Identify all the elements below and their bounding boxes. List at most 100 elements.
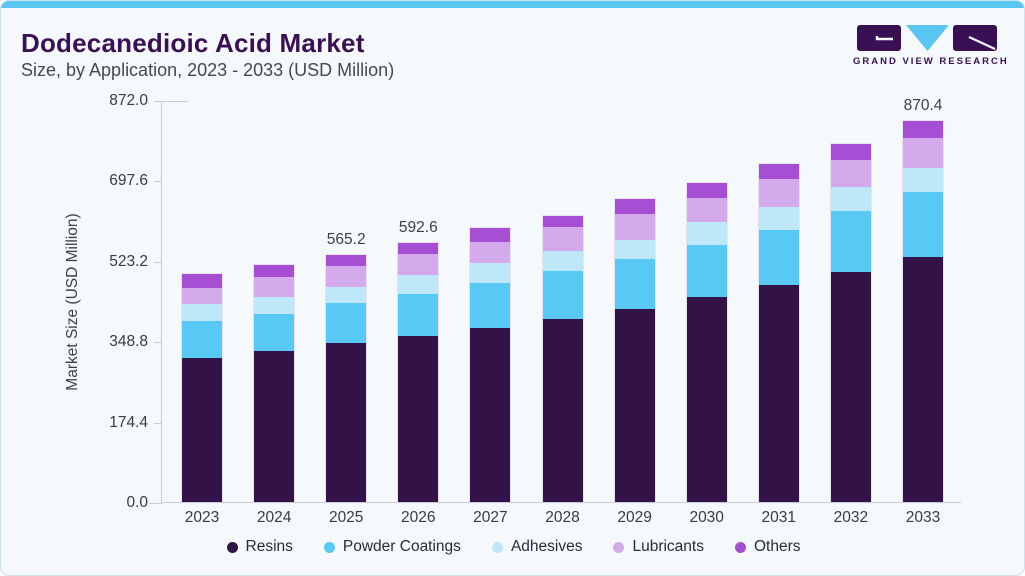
bar-segment-others xyxy=(398,242,439,254)
y-tick-label: 697.6 xyxy=(109,172,148,190)
bar-segment-lubricants xyxy=(470,242,511,263)
bar-segment-others xyxy=(758,164,799,180)
bar-segment-lubricants xyxy=(326,265,367,287)
bar-segment-lubricants xyxy=(614,213,655,241)
plot-area: 0.0 174.4 348.8 523.2 697.6 872.0 2023 2024 2025… xyxy=(109,92,961,526)
legend-dot-icon xyxy=(734,541,746,553)
grand-view-research-logo: GRAND VIEW RESEARCH xyxy=(853,25,1009,67)
x-tick-label-2024: 2024 xyxy=(256,509,292,526)
bar-segment-resins xyxy=(758,284,799,502)
page-subtitle: Size, by Application, 2023 - 2033 (USD M… xyxy=(21,60,395,80)
bar-segment-resins xyxy=(470,327,511,502)
stacked-bar-2025 xyxy=(326,254,367,502)
axis-top-cap xyxy=(162,101,188,102)
chart-legend: Resins Powder Coatings Adhesives Lubricants… xyxy=(1,538,1024,556)
bar-value-label-2033: 870.4 xyxy=(903,96,943,114)
bar-segment-resins xyxy=(254,351,295,502)
bar-segment-powder-coatings xyxy=(614,258,655,309)
x-tick-label-2033: 2033 xyxy=(905,509,941,526)
bar-segment-powder-coatings xyxy=(326,302,367,343)
bar-segment-adhesives xyxy=(182,304,222,321)
stacked-bar-2023 xyxy=(182,274,222,502)
legend-item-adhesives: Adhesives xyxy=(491,538,583,556)
legend-label: Adhesives xyxy=(510,538,583,555)
x-tick-label-2026: 2026 xyxy=(401,509,436,526)
x-tick-label-2028: 2028 xyxy=(545,509,580,526)
y-tick-mark xyxy=(154,101,162,102)
bar-segment-others xyxy=(686,183,727,199)
stacked-bar-2031 xyxy=(758,164,799,502)
y-tick-mark xyxy=(154,342,162,344)
bar-segment-powder-coatings xyxy=(542,270,583,319)
bar-segment-resins xyxy=(542,318,583,502)
x-tick-label-2031: 2031 xyxy=(761,509,797,526)
legend-label: Others xyxy=(753,538,801,555)
bar-segment-adhesives xyxy=(614,240,655,259)
bar-segment-powder-coatings xyxy=(254,313,295,352)
bar-segment-adhesives xyxy=(758,206,799,231)
bar-value-label-2026: 592.6 xyxy=(398,218,438,236)
bar-segment-resins xyxy=(398,335,439,502)
y-tick-label: 348.8 xyxy=(109,333,148,351)
stacked-bar-2024 xyxy=(254,264,295,502)
bar-segment-powder-coatings xyxy=(903,192,943,258)
bar-segment-lubricants xyxy=(758,179,799,207)
y-axis-title: Market Size (USD Million) xyxy=(64,213,81,391)
bar-segment-powder-coatings xyxy=(830,211,871,272)
legend-dot-icon xyxy=(491,541,503,553)
legend-item-powder-coatings: Powder Coatings xyxy=(323,538,461,556)
bar-segment-resins xyxy=(903,257,943,502)
stacked-bar-2026 xyxy=(398,242,439,502)
bar-segment-adhesives xyxy=(903,168,943,193)
bar-segment-resins xyxy=(326,342,367,502)
bar-segment-powder-coatings xyxy=(470,282,511,328)
stacked-bar-2029 xyxy=(614,199,655,502)
bar-segment-others xyxy=(326,254,367,266)
bar-segment-lubricants xyxy=(254,277,295,297)
bar-segment-adhesives xyxy=(326,286,367,303)
bar-segment-resins xyxy=(614,308,655,502)
bar-segment-powder-coatings xyxy=(758,230,799,285)
legend-label: Powder Coatings xyxy=(342,538,461,555)
legend-label: Lubricants xyxy=(632,538,704,555)
legend-item-lubricants: Lubricants xyxy=(613,538,704,556)
x-tick-label-2025: 2025 xyxy=(328,509,364,526)
bar-segment-lubricants xyxy=(830,160,871,188)
bar-segment-adhesives xyxy=(542,251,583,271)
bar-segment-lubricants xyxy=(542,227,583,252)
bar-segment-resins xyxy=(686,297,727,502)
bar-segment-lubricants xyxy=(686,198,727,223)
bar-segment-adhesives xyxy=(398,274,439,294)
legend-dot-icon xyxy=(226,541,238,553)
y-tick-mark xyxy=(154,261,162,263)
page-title: Dodecanedioic Acid Market xyxy=(21,28,365,58)
legend-item-resins: Resins xyxy=(226,538,293,556)
x-tick-label-2032: 2032 xyxy=(833,509,869,526)
bar-segment-lubricants xyxy=(398,253,439,275)
x-tick-label-2029: 2029 xyxy=(617,509,652,526)
bar-segment-powder-coatings xyxy=(686,245,727,298)
bar-value-label-2025: 565.2 xyxy=(326,230,366,248)
y-tick-mark xyxy=(154,422,162,424)
bar-segment-resins xyxy=(830,271,871,502)
x-tick-label-2027: 2027 xyxy=(473,509,508,526)
top-accent-bar xyxy=(1,1,1024,8)
bar-segment-adhesives xyxy=(686,222,727,246)
stacked-bar-2030 xyxy=(686,183,727,502)
bar-segment-adhesives xyxy=(470,262,511,283)
bar-segment-powder-coatings xyxy=(182,320,222,358)
y-tick-label: 0.0 xyxy=(126,494,148,511)
legend-label: Resins xyxy=(245,538,293,555)
stacked-bar-2032 xyxy=(830,144,871,502)
x-tick-label-2030: 2030 xyxy=(689,509,724,526)
bar-segment-others xyxy=(830,144,871,161)
logo-wordmark: GRAND VIEW RESEARCH xyxy=(853,56,1009,67)
bar-segment-others xyxy=(614,199,655,214)
y-tick-label: 174.4 xyxy=(109,413,148,431)
bar-segment-others xyxy=(542,215,583,228)
bar-segment-others xyxy=(254,264,295,278)
bar-segment-lubricants xyxy=(182,287,222,305)
stacked-bar-2033 xyxy=(903,120,943,502)
y-tick-mark xyxy=(154,503,162,504)
